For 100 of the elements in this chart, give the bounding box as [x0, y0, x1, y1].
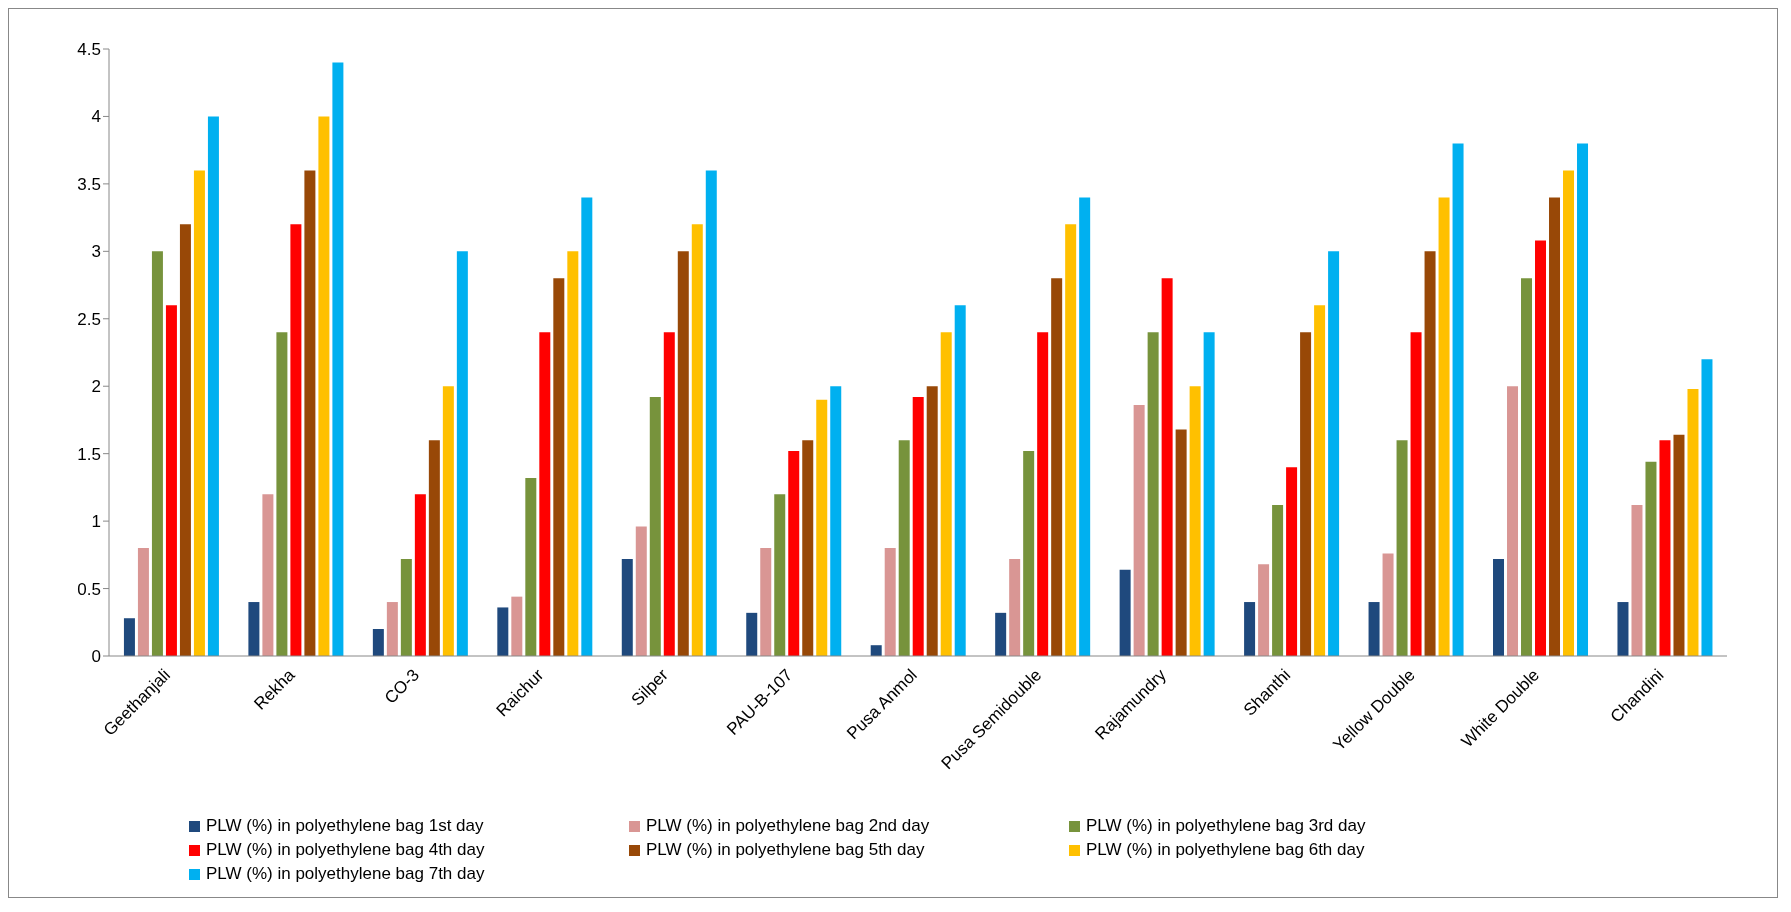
- bar: [1631, 504, 1643, 656]
- bar: [1659, 440, 1671, 656]
- bar: [1133, 405, 1145, 656]
- bar: [179, 224, 191, 656]
- bar: [151, 251, 163, 656]
- y-tick-label: 0.5: [77, 579, 101, 599]
- bar: [1244, 602, 1256, 656]
- bar: [1645, 461, 1657, 656]
- bar: [1424, 251, 1436, 656]
- bar: [1147, 332, 1159, 656]
- bar: [442, 386, 454, 656]
- bar: [1119, 569, 1131, 656]
- y-tick-label: 1.5: [77, 444, 101, 464]
- bar: [1272, 504, 1284, 656]
- bar: [1328, 251, 1340, 656]
- y-tick-label: 3: [91, 242, 101, 262]
- bar: [1203, 332, 1215, 656]
- bar: [1286, 467, 1298, 656]
- bar: [262, 494, 274, 656]
- bar: [1701, 359, 1713, 656]
- bar: [1314, 305, 1326, 656]
- y-tick-label: 4: [91, 107, 101, 127]
- bar: [1051, 278, 1063, 656]
- bar: [1452, 143, 1464, 656]
- bar: [926, 386, 938, 656]
- bar: [372, 629, 384, 656]
- bar: [635, 526, 647, 656]
- y-tick-label: 0: [91, 647, 101, 667]
- y-tick-label: 3.5: [77, 174, 101, 194]
- bar: [553, 278, 565, 656]
- bar: [386, 602, 398, 656]
- bar: [1563, 170, 1575, 656]
- bar: [816, 399, 828, 656]
- bar: [539, 332, 551, 656]
- bar: [746, 612, 758, 656]
- bar: [1189, 386, 1201, 656]
- bar: [428, 440, 440, 656]
- bar: [318, 116, 330, 656]
- bar: [1577, 143, 1589, 656]
- bar: [248, 602, 260, 656]
- bar: [760, 548, 772, 656]
- legend-label: PLW (%) in polyethylene bag 2nd day: [646, 816, 930, 836]
- bar: [830, 386, 842, 656]
- bar: [1037, 332, 1049, 656]
- bar: [1300, 332, 1312, 656]
- bar: [1396, 440, 1408, 656]
- y-tick-label: 2.5: [77, 309, 101, 329]
- bar: [912, 397, 924, 656]
- bar: [649, 397, 661, 656]
- bar: [691, 224, 703, 656]
- bar: [705, 170, 717, 656]
- bar: [581, 197, 593, 656]
- bar: [456, 251, 468, 656]
- bar: [621, 558, 633, 656]
- bar: [788, 450, 800, 656]
- bar: [1493, 558, 1505, 656]
- bar: [1009, 558, 1021, 656]
- bar: [1258, 564, 1270, 656]
- bar: [1507, 386, 1519, 656]
- bar: [940, 332, 952, 656]
- bar: [884, 548, 896, 656]
- bar: [1065, 224, 1077, 656]
- bar: [774, 494, 786, 656]
- bar: [400, 558, 412, 656]
- bar: [1161, 278, 1173, 656]
- bar: [898, 440, 910, 656]
- bar: [1410, 332, 1422, 656]
- bar: [1079, 197, 1091, 656]
- bar: [1549, 197, 1561, 656]
- legend-label: PLW (%) in polyethylene bag 3rd day: [1086, 816, 1366, 836]
- bar: [954, 305, 966, 656]
- bar: [525, 477, 537, 656]
- bar: [207, 116, 219, 656]
- bar: [193, 170, 205, 656]
- bar: [276, 332, 288, 656]
- y-tick-label: 4.5: [77, 40, 101, 60]
- bar: [1175, 429, 1187, 656]
- bar: [1521, 278, 1533, 656]
- bar: [995, 612, 1007, 656]
- bar: [1673, 434, 1685, 656]
- bar: [677, 251, 689, 656]
- bar: [165, 305, 177, 656]
- bar: [290, 224, 302, 656]
- legend-label: PLW (%) in polyethylene bag 4th day: [206, 840, 485, 860]
- y-tick-label: 1: [91, 512, 101, 532]
- bar: [870, 645, 882, 656]
- legend-label: PLW (%) in polyethylene bag 1st day: [206, 816, 484, 836]
- bar: [1617, 602, 1629, 656]
- bar: [137, 548, 149, 656]
- bar: [123, 618, 135, 656]
- legend-label: PLW (%) in polyethylene bag 7th day: [206, 864, 485, 884]
- bar: [414, 494, 426, 656]
- bar: [802, 440, 814, 656]
- bar: [663, 332, 675, 656]
- bar: [1687, 388, 1699, 656]
- legend-label: PLW (%) in polyethylene bag 6th day: [1086, 840, 1365, 860]
- bar: [332, 62, 344, 656]
- bar: [511, 596, 523, 656]
- y-tick-label: 2: [91, 377, 101, 397]
- bar: [1535, 240, 1547, 656]
